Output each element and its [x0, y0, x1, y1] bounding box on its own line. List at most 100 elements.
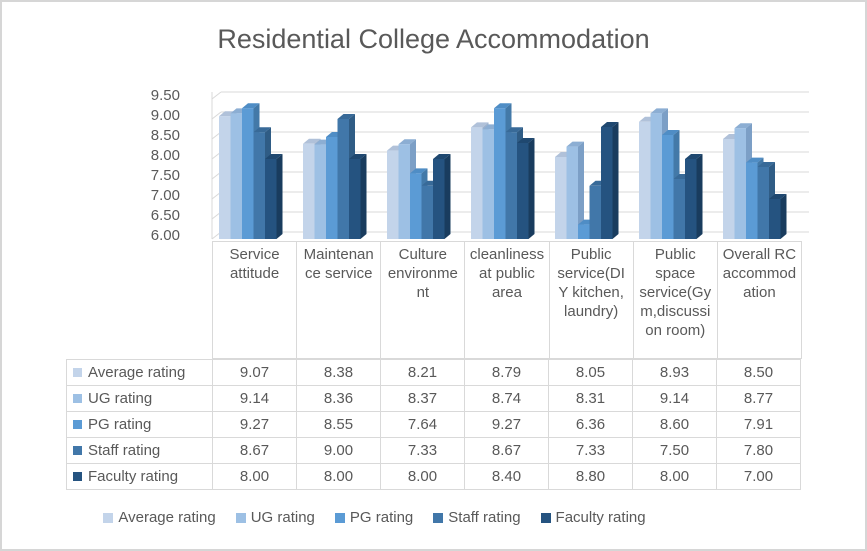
- bar[interactable]: Faculty rating – Culture environment: 8.…: [433, 159, 445, 239]
- table-row: Average rating 9.07 8.38 8.21 8.79 8.05 8.93 8.…: [66, 359, 801, 386]
- bar[interactable]: Faculty rating – Overall RC accommodatio…: [769, 199, 781, 239]
- series-name-cell: Average rating: [66, 359, 213, 386]
- bar[interactable]: PG rating – Overall RC accommodation: 7.…: [746, 162, 758, 239]
- bar[interactable]: Staff rating – Maintenance service: 9.00: [337, 119, 350, 239]
- bar[interactable]: Staff rating – Public service(DIY kitche…: [589, 185, 602, 239]
- value-cell: 8.60: [632, 411, 717, 438]
- bar[interactable]: UG rating – Overall RC accommodation: 8.…: [734, 128, 747, 239]
- bar-face-3d: [662, 130, 680, 135]
- bar[interactable]: UG rating – Maintenance service: 8.36: [314, 144, 327, 239]
- value-cell: 7.64: [380, 411, 465, 438]
- series-name-cell: UG rating: [66, 385, 213, 412]
- bar[interactable]: Faculty rating – cleanliness at public a…: [517, 143, 529, 239]
- value-cell: 8.55: [296, 411, 381, 438]
- category-label: Culture environment: [381, 242, 466, 358]
- gridline-side: [211, 111, 222, 120]
- bar[interactable]: Average rating – Service attitude: 9.07: [219, 116, 231, 239]
- y-axis-tick-label: 7.50: [150, 167, 180, 184]
- bar-face-3d: [780, 194, 787, 239]
- bar-face-3d: [685, 154, 703, 159]
- bar[interactable]: Faculty rating – Service attitude: 8.00: [265, 159, 277, 239]
- bar[interactable]: Average rating – Maintenance service: 8.…: [303, 143, 315, 239]
- bar[interactable]: Average rating – Public service(DIY kitc…: [555, 157, 567, 239]
- bar[interactable]: UG rating – Service attitude: 9.14: [230, 113, 243, 239]
- y-axis-tick-label: 7.00: [150, 187, 180, 204]
- category-label: Maintenance service: [297, 242, 382, 358]
- bar-face-3d: [769, 194, 787, 199]
- category-label: Service attitude: [213, 242, 298, 358]
- bar[interactable]: Faculty rating – Public space service(Gy…: [685, 159, 697, 239]
- legend: Average rating UG rating PG rating Staff ra…: [2, 509, 747, 526]
- legend-label: Staff rating: [448, 509, 521, 526]
- bar[interactable]: UG rating – Culture environment: 8.37: [398, 144, 411, 239]
- value-cell: 7.50: [632, 437, 717, 464]
- legend-swatch-icon: [540, 512, 551, 523]
- value-cell: 7.00: [716, 463, 801, 490]
- bar[interactable]: Staff rating – Overall RC accommodation:…: [757, 167, 770, 239]
- legend-label: PG rating: [349, 509, 414, 526]
- value-cell: 8.40: [464, 463, 549, 490]
- bar[interactable]: PG rating – Service attitude: 9.27: [242, 108, 254, 239]
- bar[interactable]: Staff rating – Public space service(Gym,…: [673, 179, 686, 239]
- legend-item[interactable]: PG rating: [334, 509, 414, 526]
- bar[interactable]: Average rating – Overall RC accommodatio…: [723, 139, 735, 239]
- value-cell: 8.00: [380, 463, 465, 490]
- value-cell: 8.05: [548, 359, 633, 386]
- series-key-swatch: [73, 420, 82, 429]
- bar[interactable]: PG rating – Public service(DIY kitchen, …: [578, 224, 590, 239]
- bar-face-3d: [517, 138, 535, 143]
- bar[interactable]: PG rating – cleanliness at public area: …: [494, 108, 506, 239]
- bar-face-3d: [337, 114, 355, 119]
- bar-face-3d: [650, 108, 668, 114]
- value-cell: 8.77: [716, 385, 801, 412]
- bar[interactable]: UG rating – cleanliness at public area: …: [482, 129, 495, 239]
- value-cell: 8.00: [632, 463, 717, 490]
- bar[interactable]: UG rating – Public space service(Gym,dis…: [650, 113, 663, 239]
- bar-face-3d: [601, 122, 619, 127]
- bar[interactable]: PG rating – Maintenance service: 8.55: [326, 137, 338, 239]
- legend-item[interactable]: UG rating: [235, 509, 315, 526]
- series-key-swatch: [73, 446, 82, 455]
- bar[interactable]: Average rating – Public space service(Gy…: [639, 121, 651, 239]
- value-cell: 7.33: [380, 437, 465, 464]
- value-cell: 9.14: [632, 385, 717, 412]
- series-key-swatch: [73, 472, 82, 481]
- data-table: Average rating 9.07 8.38 8.21 8.79 8.05 8.93 8.…: [66, 359, 801, 490]
- value-cell: 8.67: [212, 437, 297, 464]
- series-name-cell: Staff rating: [66, 437, 213, 464]
- legend-swatch-icon: [433, 512, 444, 523]
- gridline-side: [211, 91, 222, 100]
- bar[interactable]: Faculty rating – Maintenance service: 8.…: [349, 159, 361, 239]
- value-cell: 9.27: [212, 411, 297, 438]
- bar[interactable]: UG rating – Public service(DIY kitchen, …: [566, 146, 579, 239]
- legend-item[interactable]: Faculty rating: [540, 509, 646, 526]
- legend-item[interactable]: Staff rating: [433, 509, 521, 526]
- series-key-swatch: [73, 394, 82, 403]
- bar[interactable]: Average rating – cleanliness at public a…: [471, 127, 483, 239]
- y-axis-tick-label: 9.00: [150, 107, 180, 124]
- bar[interactable]: PG rating – Public space service(Gym,dis…: [662, 135, 674, 239]
- value-cell: 8.50: [716, 359, 801, 386]
- legend-swatch-icon: [235, 512, 246, 523]
- y-axis-tick-label: 8.50: [150, 127, 180, 144]
- bar[interactable]: Faculty rating – Public service(DIY kitc…: [601, 127, 613, 239]
- value-cell: 8.38: [296, 359, 381, 386]
- bar[interactable]: PG rating – Culture environment: 7.64: [410, 173, 422, 239]
- bar[interactable]: Average rating – Culture environment: 8.…: [387, 150, 399, 239]
- bar[interactable]: Staff rating – Culture environment: 7.33: [421, 185, 434, 239]
- value-cell: 9.07: [212, 359, 297, 386]
- y-axis-tick-label: 8.00: [150, 147, 180, 164]
- bar-face-3d: [433, 154, 451, 159]
- value-cell: 8.36: [296, 385, 381, 412]
- legend-item[interactable]: Average rating: [103, 509, 216, 526]
- y-axis-tick-label: 9.50: [150, 87, 180, 104]
- bar[interactable]: Staff rating – cleanliness at public are…: [505, 132, 518, 239]
- bar-face-3d: [696, 154, 703, 239]
- table-row: UG rating 9.14 8.36 8.37 8.74 8.31 9.14 8.77: [66, 385, 801, 412]
- table-row: PG rating 9.27 8.55 7.64 9.27 6.36 8.60 7.91: [66, 411, 801, 438]
- value-cell: 7.33: [548, 437, 633, 464]
- value-cell: 8.79: [464, 359, 549, 386]
- bar[interactable]: Staff rating – Service attitude: 8.67: [253, 132, 266, 239]
